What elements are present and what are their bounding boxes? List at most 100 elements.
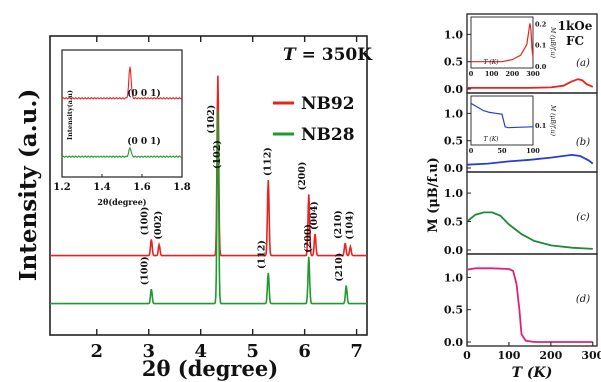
mag-y-tick-label: 0.0 [444, 244, 463, 257]
xrd-inset-ticks: 1.2 1.4 1.6 1.8 [53, 174, 191, 193]
mag-y-tick-label: 0.5 [444, 304, 463, 317]
mag-inset-y-tick-label: 0.2 [535, 20, 546, 28]
mag-y-tick-label: 0.0 [444, 162, 463, 175]
mag-x-axis-label: T (K) [512, 365, 553, 381]
mag-inset-b: 0 50 100 0.1 T (K) M (μB/f.u) [469, 95, 556, 155]
xrd-peak-label: (112) [256, 240, 267, 269]
mag-inset-frame [470, 95, 534, 146]
xrd-peak-label: (104) [344, 211, 355, 240]
mag-y-tick-label: 1.0 [444, 28, 463, 41]
xrd-peak-label: (200) [303, 224, 314, 253]
xrd-inset-series-layer [61, 66, 183, 159]
mag-inset-y-tick-label: 0.1 [535, 122, 546, 130]
mag-panel-c: 0.0 0.5 1.0 (c) [444, 171, 598, 257]
xrd-chart: (100) (002)(102)(112) (200)(004) (210) (104)… [15, 35, 373, 381]
xrd-peak-label: (200) [297, 162, 308, 191]
mag-panel-label: (c) [576, 212, 590, 223]
mag-panel-d: 0.0 0.5 1.0 (d) [444, 253, 598, 349]
xrd-x-ticks: 2 3 4 5 6 7 [91, 36, 363, 362]
mag-series-line [467, 78, 594, 89]
mag-inset-x-label: T (K) [483, 59, 499, 66]
mag-y-tick-label: 0.5 [444, 216, 463, 229]
xrd-title: T = 350K [283, 45, 373, 65]
xrd-inset-x-tick-label: 1.8 [173, 182, 190, 193]
xrd-series-line-nb92 [50, 75, 367, 257]
mag-inset-y-tick-label: 0.1 [535, 42, 546, 50]
xrd-peak-label: (100) [139, 207, 150, 236]
mag-series-line [466, 153, 594, 166]
xrd-inset-x-tick-label: 1.6 [133, 182, 150, 193]
mag-inset-frame [470, 16, 534, 69]
mag-inset-line [470, 102, 534, 129]
xrd-inset-x-tick-label: 1.2 [53, 182, 70, 193]
xrd-x-tick-label: 5 [246, 341, 259, 362]
xrd-peak-label: (210) [333, 210, 344, 239]
xrd-inset-y-label: Intensity(a.u) [66, 90, 74, 140]
mag-x-tick-label: 200 [539, 349, 562, 362]
mag-x-tick-label: 0 [463, 349, 471, 362]
xrd-x-tick-label: 2 [91, 341, 104, 362]
xrd-inset-line-nb28 [61, 146, 183, 159]
mag-y-tick-label: 0.5 [444, 56, 463, 69]
mag-x-tick-label: 300 [581, 349, 601, 362]
xrd-plot-frame [49, 35, 368, 336]
mag-y-tick-label: 1.0 [444, 187, 463, 200]
xrd-x-tick-label: 6 [298, 341, 311, 362]
mag-inset-x-tick-label: 300 [526, 70, 540, 78]
xrd-peak-label: (004) [309, 201, 320, 230]
mag-panel-frame [466, 253, 598, 347]
mag-y-axis-label: M (μB/f.u) [426, 157, 441, 233]
mag-inset-y-label: M (μB/f.u) [549, 26, 556, 59]
magnetization-x-ticks: 0 100 200 300 [463, 342, 601, 362]
xrd-inset-line-nb92 [61, 66, 183, 100]
mag-x-tick-label: 100 [497, 349, 520, 362]
mag-inset-x-tick-label: 50 [497, 147, 507, 155]
mag-panel-b: 0.0 0.5 1.0 (b) 0 50 100 0.1 T (K) M (μB/f.u) [444, 92, 598, 175]
xrd-inset-frame [61, 49, 183, 178]
mag-inset-x-tick-label: 0 [469, 147, 474, 155]
mag-y-tick-label: 1.0 [444, 107, 463, 120]
mag-series-line [466, 211, 593, 250]
xrd-inset-x-tick-label: 1.4 [93, 182, 110, 193]
xrd-x-axis-label: 2θ (degree) [142, 356, 278, 381]
mag-panel-label: (d) [576, 294, 590, 305]
mag-inset-x-label: T (K) [483, 136, 499, 143]
xrd-legend: NB92 NB28 [273, 94, 355, 145]
xrd-peak-label: (210) [334, 253, 345, 282]
mag-series-line [466, 267, 593, 343]
legend-label-nb28: NB28 [301, 125, 355, 145]
xrd-peak-label: (102) [206, 105, 217, 134]
xrd-peak-label: (112) [262, 147, 273, 176]
xrd-inset: 1.2 1.4 1.6 1.8 (0 0 1) (0 0 1) Intensity(a… [53, 49, 191, 207]
mag-inset-line [471, 23, 534, 63]
mag-y-tick-label: 0.0 [444, 83, 463, 96]
xrd-series-line-nb28 [50, 110, 367, 305]
mag-y-tick-label: 0.5 [444, 135, 463, 148]
mag-inset-y-tick-label: 0.0 [535, 63, 547, 71]
mag-panel-label: (a) [576, 58, 590, 69]
mag-panel-label: (b) [576, 137, 590, 148]
mag-inset-x-tick-label: 100 [526, 147, 540, 155]
legend-label-nb92: NB92 [301, 94, 355, 114]
xrd-peak-label: (002) [153, 211, 164, 240]
mag-inset-x-tick-label: 0 [469, 70, 474, 78]
xrd-x-tick-label: 3 [142, 341, 155, 362]
xrd-peak-label: (102) [212, 140, 223, 169]
mag-inset-y-label: M (μB/f.u) [549, 104, 556, 137]
xrd-inset-peak-label-nb28: (0 0 1) [127, 136, 161, 147]
mag-annotation-line1: 1kOe [558, 19, 593, 33]
xrd-inset-peak-label-nb92: (0 0 1) [127, 88, 161, 99]
mag-y-tick-label: 1.0 [444, 271, 463, 284]
mag-y-tick-label: 0.0 [444, 336, 463, 349]
xrd-peak-label: (100) [139, 256, 150, 285]
xrd-peak-labels: (100) (002)(102)(112) (200)(004) (210) (104)… [139, 105, 355, 285]
xrd-y-axis-label: Intensity (a.u.) [15, 89, 42, 282]
mag-inset-x-tick-label: 200 [506, 70, 520, 78]
mag-annotation-line2: FC [566, 34, 584, 48]
